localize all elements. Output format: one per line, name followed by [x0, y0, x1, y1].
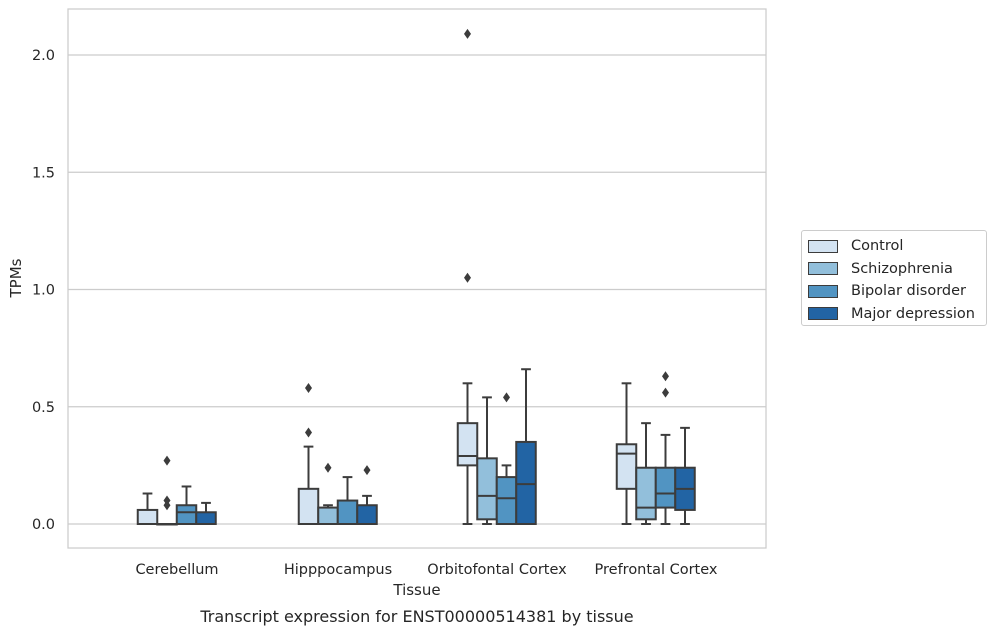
outlier-point: [503, 392, 510, 403]
legend-label: Major depression: [851, 305, 975, 322]
box-control: [136, 492, 159, 525]
box-major-depression: [515, 368, 537, 525]
legend: Control Schizophrenia Bipolar disorder Majo…: [801, 230, 987, 326]
outlier-point: [163, 495, 171, 506]
outlier-point: [163, 455, 171, 466]
legend-label: Schizophrenia: [851, 260, 953, 277]
legend-swatch: [808, 239, 838, 253]
y-tick-label: 1.5: [32, 165, 55, 181]
outlier-point: [305, 382, 312, 393]
box-control: [456, 28, 479, 525]
legend-item: Control: [808, 235, 986, 258]
y-tick-label: 0.0: [32, 517, 55, 533]
outlier-point: [363, 465, 371, 476]
box-bipolar-disorder: [175, 485, 198, 525]
box-iqr: [297, 487, 320, 526]
box-bipolar-disorder: [336, 476, 359, 525]
chart-caption: Transcript expression for ENST0000051438…: [199, 607, 633, 626]
legend-item: Schizophrenia: [808, 258, 986, 281]
x-tick-label: Cerebellum: [135, 562, 218, 578]
x-tick-label: Prefrontal Cortex: [595, 562, 718, 578]
box-iqr: [495, 476, 518, 526]
box-control: [615, 382, 638, 525]
box-schizophrenia: [317, 462, 339, 525]
box-iqr: [515, 440, 537, 525]
y-tick-label: 2.0: [32, 48, 55, 64]
box-iqr: [195, 511, 217, 526]
box-schizophrenia: [156, 455, 178, 526]
legend-swatch: [808, 284, 838, 298]
outlier-point: [324, 462, 332, 473]
y-tick-labels: 0.0 0.5 1.0 1.5 2.0: [32, 48, 55, 533]
outlier-point: [464, 272, 471, 283]
box-iqr: [615, 443, 638, 490]
legend-label: Control: [851, 238, 904, 255]
x-tick-label: Orbitofontal Cortex: [427, 562, 567, 578]
box-schizophrenia: [635, 422, 657, 525]
plot-frame: [67, 8, 767, 549]
box-iqr: [654, 466, 677, 509]
box-iqr: [456, 422, 479, 467]
outlier-point: [662, 371, 669, 382]
x-tick-label: Hipppocampus: [284, 562, 392, 578]
box-iqr: [476, 457, 498, 521]
outlier-point: [464, 28, 471, 39]
box-major-depression: [356, 465, 378, 525]
legend-swatch: [808, 307, 838, 321]
outlier-point: [305, 427, 312, 438]
legend-swatch: [808, 262, 838, 276]
box-control: [297, 382, 320, 526]
legend-item: Major depression: [808, 303, 986, 326]
box-iqr: [175, 504, 198, 525]
box-iqr: [136, 508, 159, 525]
boxes: [136, 28, 696, 526]
x-tick-labels: Cerebellum Hipppocampus Orbitofontal Corte…: [135, 562, 717, 578]
outlier-point: [662, 387, 669, 398]
legend-item: Bipolar disorder: [808, 280, 986, 303]
box-iqr: [635, 466, 657, 521]
x-axis-label: Tissue: [392, 581, 440, 599]
y-tick-label: 0.5: [32, 400, 55, 416]
gridlines: [68, 54, 766, 525]
box-iqr: [317, 506, 339, 525]
y-axis-label: TPMs: [7, 258, 25, 298]
box-major-depression: [195, 501, 217, 526]
box-bipolar-disorder: [654, 371, 677, 525]
y-tick-label: 1.0: [32, 283, 55, 299]
box-iqr: [336, 499, 359, 525]
legend-label: Bipolar disorder: [851, 283, 966, 300]
box-schizophrenia: [476, 396, 498, 525]
box-major-depression: [674, 426, 696, 525]
box-iqr: [356, 504, 378, 525]
box-bipolar-disorder: [495, 392, 518, 526]
